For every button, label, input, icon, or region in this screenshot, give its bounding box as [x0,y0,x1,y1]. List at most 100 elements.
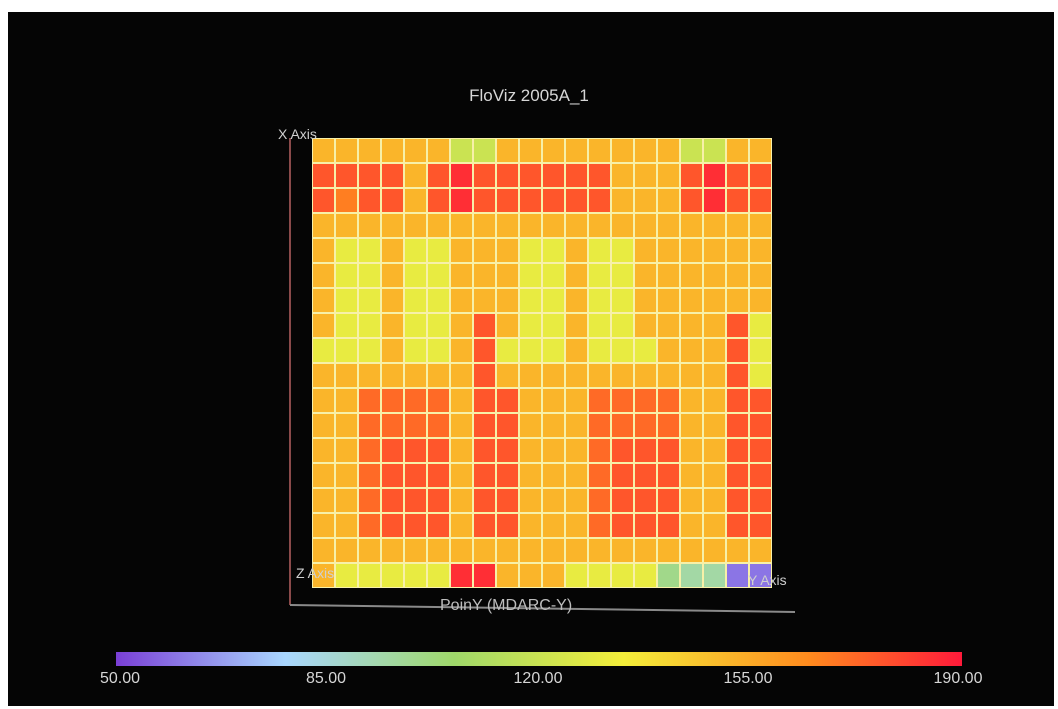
heatmap-cell [727,164,748,187]
heatmap-cell [520,339,541,362]
heatmap-cell [474,514,495,537]
heatmap-cell [704,339,725,362]
heatmap-cell [497,389,518,412]
heatmap-cell [658,314,679,337]
heatmap-cell [474,164,495,187]
heatmap-cell [612,264,633,287]
heatmap-cell [612,239,633,262]
heatmap-cell [520,414,541,437]
heatmap-cell [750,439,771,462]
heatmap-cell [451,539,472,562]
heatmap-cell [750,464,771,487]
heatmap-cell [336,414,357,437]
heatmap-cell [727,214,748,237]
heatmap-cell [428,539,449,562]
heatmap-cell [382,239,403,262]
heatmap-cell [451,164,472,187]
heatmap-cell [635,489,656,512]
heatmap-cell [750,314,771,337]
heatmap-cell [543,364,564,387]
heatmap-cell [750,539,771,562]
heatmap-cell [313,139,334,162]
heatmap-cell [681,239,702,262]
heatmap-cell [382,489,403,512]
heatmap-cell [405,264,426,287]
heatmap-cell [589,464,610,487]
heatmap-cell [658,439,679,462]
heatmap-cell [313,539,334,562]
heatmap-cell [612,389,633,412]
heatmap-cell [474,289,495,312]
heatmap-cell [405,314,426,337]
heatmap-cell [359,514,380,537]
heatmap-cell [658,139,679,162]
colorbar [116,652,962,666]
heatmap-cell [566,214,587,237]
heatmap-cell [497,539,518,562]
heatmap-cell [612,139,633,162]
heatmap-cell [497,314,518,337]
heatmap-cell [681,264,702,287]
heatmap-cell [520,539,541,562]
heatmap-cell [474,414,495,437]
heatmap-cell [428,489,449,512]
heatmap-cell [497,364,518,387]
heatmap-cell [658,464,679,487]
x-axis-label: X Axis [278,126,317,142]
heatmap-cell [451,239,472,262]
heatmap-cell [635,539,656,562]
heatmap-cell [543,239,564,262]
heatmap-cell [658,164,679,187]
heatmap-cell [405,539,426,562]
heatmap-cell [658,264,679,287]
heatmap-cell [405,214,426,237]
heatmap-cell [704,314,725,337]
y-axis-line [289,604,796,613]
heatmap-cell [727,564,748,587]
heatmap-cell [497,289,518,312]
heatmap-cell [336,539,357,562]
heatmap-cell [428,164,449,187]
heatmap-cell [405,564,426,587]
heatmap-cell [520,314,541,337]
heatmap-cell [451,264,472,287]
heatmap-cell [750,214,771,237]
heatmap-cell [727,264,748,287]
heatmap-cell [658,239,679,262]
heatmap-cell [382,539,403,562]
heatmap-cell [543,339,564,362]
heatmap-cell [704,239,725,262]
heatmap-cell [704,189,725,212]
heatmap-cell [566,139,587,162]
heatmap-cell [428,264,449,287]
heatmap-cell [520,164,541,187]
heatmap-cell [681,339,702,362]
heatmap-cell [336,314,357,337]
heatmap-cell [612,339,633,362]
heatmap-cell [451,564,472,587]
heatmap-cell [336,364,357,387]
heatmap-cell [727,239,748,262]
heatmap-cell [566,489,587,512]
heatmap-cell [313,414,334,437]
heatmap-cell [704,439,725,462]
heatmap-cell [451,139,472,162]
heatmap-cell [681,314,702,337]
heatmap-cell [589,189,610,212]
heatmap-cell [566,439,587,462]
heatmap-cell [474,339,495,362]
heatmap-cell [543,464,564,487]
heatmap-cell [589,539,610,562]
heatmap-cell [589,214,610,237]
heatmap-cell [681,514,702,537]
heatmap-cell [451,389,472,412]
colorbar-tick-0: 50.00 [99,670,141,687]
heatmap-cell [428,289,449,312]
heatmap-cell [313,364,334,387]
heatmap-cell [428,214,449,237]
heatmap-cell [750,339,771,362]
heatmap-cell [405,289,426,312]
heatmap-cell [704,539,725,562]
heatmap-cell [428,239,449,262]
heatmap-cell [704,464,725,487]
